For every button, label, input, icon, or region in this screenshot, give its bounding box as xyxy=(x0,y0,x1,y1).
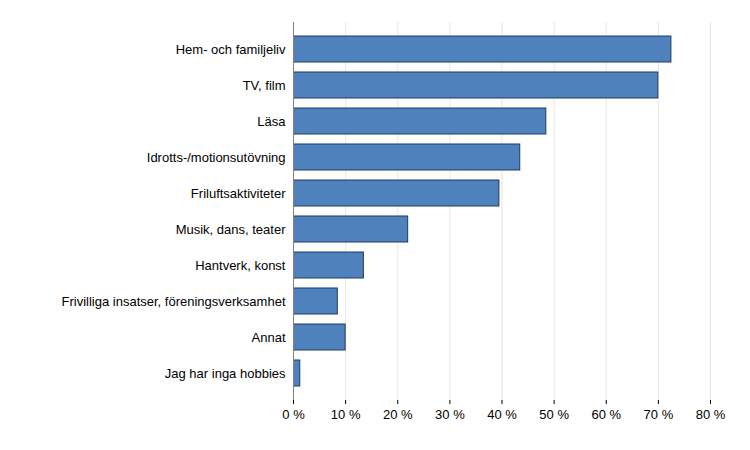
svg-text:20 %: 20 % xyxy=(383,407,413,422)
svg-text:40 %: 40 % xyxy=(487,407,517,422)
svg-text:Hantverk, konst: Hantverk, konst xyxy=(195,258,286,273)
svg-text:50 %: 50 % xyxy=(539,407,569,422)
svg-text:Hem- och familjeliv: Hem- och familjeliv xyxy=(176,42,286,57)
svg-text:30 %: 30 % xyxy=(435,407,465,422)
svg-text:Läsa: Läsa xyxy=(257,114,286,129)
svg-text:80 %: 80 % xyxy=(696,407,726,422)
svg-text:70 %: 70 % xyxy=(644,407,674,422)
svg-text:10 %: 10 % xyxy=(331,407,361,422)
svg-text:TV, film: TV, film xyxy=(243,78,286,93)
svg-text:Frivilliga insatser, förenings: Frivilliga insatser, föreningsverksamhet xyxy=(62,294,286,309)
svg-text:Idrotts-/motionsutövning: Idrotts-/motionsutövning xyxy=(147,150,286,165)
svg-text:Musik, dans, teater: Musik, dans, teater xyxy=(176,222,286,237)
svg-text:60 %: 60 % xyxy=(591,407,621,422)
svg-text:Jag har inga hobbies: Jag har inga hobbies xyxy=(165,366,286,381)
svg-text:0 %: 0 % xyxy=(282,407,305,422)
svg-text:Annat: Annat xyxy=(252,330,286,345)
svg-text:Friluftsaktiviteter: Friluftsaktiviteter xyxy=(191,186,286,201)
